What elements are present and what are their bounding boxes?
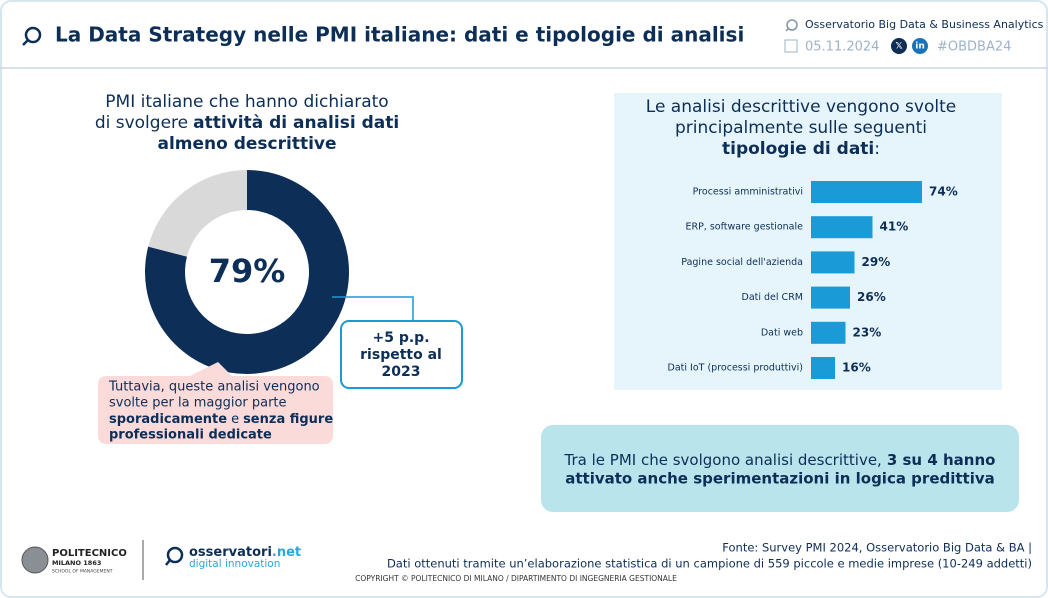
value-label: 29% [862,255,891,269]
category-label: ERP, software gestionale [685,222,803,233]
bar [811,321,846,344]
bar-title: principalmente sulle seguenti [675,118,927,138]
bar [811,251,855,274]
annotation-box [340,320,463,389]
x-icon[interactable] [891,38,907,54]
note: Tuttavia, queste analisi vengono [108,380,320,395]
logo2-run: .net [272,545,301,560]
donut-title: di svolgere attività di analisi dati [95,113,399,133]
bar-chart: Processi amministrativi 74% ERP, software … [668,181,958,379]
donut-title-run: PMI italiane che hanno dichiarato [105,92,388,112]
annotation: +5 p.p. [372,330,429,346]
note-box [98,362,333,444]
donut-title-run: di svolgere [95,113,188,133]
note: professionali dedicate [109,428,272,443]
note-run: e [231,412,239,427]
source: Fonte: Survey PMI 2024, Osservatorio Big… [722,541,1032,555]
hashtag: #OBDBA24 [937,40,1011,55]
bar [811,181,922,203]
value-label: 16% [842,361,871,375]
linkedin-icon[interactable] [912,38,928,54]
x-icon-glyph: 𝕏 [895,42,903,52]
header-icon [22,26,42,46]
org-icon [785,19,798,32]
donut-title: PMI italiane che hanno dichiarato [105,92,388,112]
donut-slice [145,170,349,374]
value-label: 74% [929,185,958,199]
category-label: Dati IoT (processi produttivi) [668,363,803,374]
donut-slice [148,170,247,257]
category-label: Processi amministrativi [693,187,803,198]
note: sporadicamente e senza figure [109,412,333,427]
logo2-icon [165,546,184,566]
category-label: Pagine social dell'azienda [681,257,803,268]
logo1: SCHOOL OF MANAGEMENT [52,569,113,575]
logo2-run: osservatori [189,545,272,560]
calendar-icon [784,39,798,53]
organization: Osservatorio Big Data & Business Analyti… [805,18,1044,31]
note-run: sporadicamente [109,412,227,427]
bar [811,286,850,309]
logo2: digital innovation [189,558,280,570]
callout: Tra le PMI che svolgono analisi descritt… [564,451,996,469]
source: Dati ottenuti tramite un’elaborazione st… [387,557,1032,571]
value-label: 23% [853,325,882,339]
annotation: 2023 [382,364,421,380]
callout-box [541,425,1019,512]
logo1: POLITECNICO [52,548,127,559]
title: La Data Strategy nelle PMI italiane: dat… [55,23,744,47]
callout-run: Tra le PMI che svolgono analisi descritt… [564,451,882,469]
value-label: 26% [857,290,886,304]
callout: attivato anche sperimentazioni in logica… [565,470,995,488]
callout-run: 3 su 4 hanno [887,451,996,469]
donut [145,170,349,374]
donut-title: almeno descrittive [157,134,336,154]
donut-title-run: attività di analisi dati [193,113,399,133]
donut-value-label: 79% [209,252,286,290]
value-label: 41% [880,220,909,234]
copyright: COPYRIGHT © POLITECNICO DI MILANO / DIPA… [355,574,677,583]
bar-panel [614,93,1002,390]
bar-title-run: : [874,139,880,159]
note-run: senza figure [243,412,333,427]
date: 05.11.2024 [805,40,879,55]
bar-title: Le analisi descrittive vengono svolte [646,97,956,117]
bar-title-run: tipologie di dati [722,139,874,159]
polimi-seal [21,546,49,574]
bar [811,216,873,239]
category-label: Dati web [761,327,803,338]
bar [811,357,835,379]
bar-title: tipologie di dati: [722,139,880,159]
linkedin-glyph: in [915,42,925,52]
category-label: Dati del CRM [742,292,804,303]
connector [332,296,414,321]
logo1: MILANO 1863 [52,559,101,567]
annotation: rispetto al [360,347,442,363]
note: svolte per la maggior parte [109,396,287,411]
logo2: osservatori.net [189,545,301,560]
